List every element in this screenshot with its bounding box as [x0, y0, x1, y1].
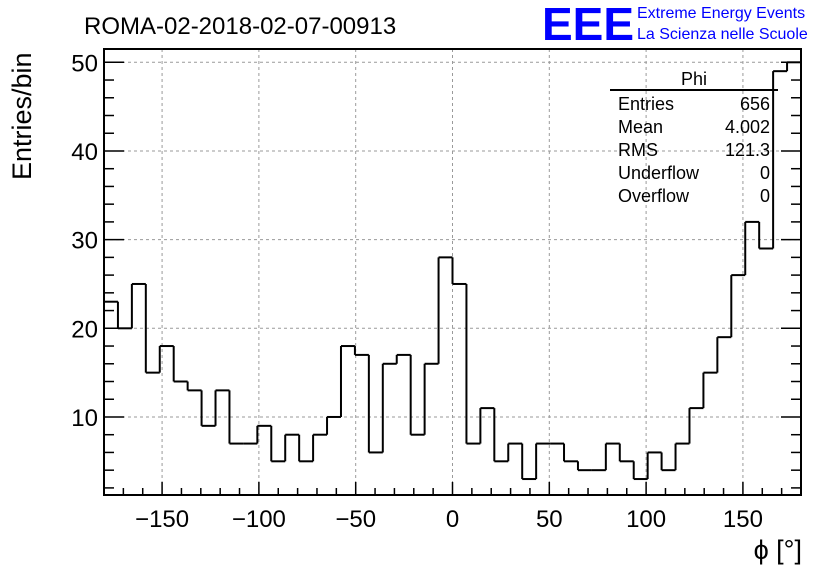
stats-value: 4.002: [725, 117, 770, 137]
x-tick-label: −50: [335, 506, 376, 533]
x-tick-labels: −150 −100 −50 0 50 100 150: [135, 506, 763, 533]
grid-lines: [104, 49, 801, 495]
stats-rows: Entries 656 Mean 4.002 RMS 121.3 Underflow 0 Ove…: [618, 94, 770, 206]
eee-logo: EEE Extreme Energy Events La Scienza nel…: [542, 0, 808, 50]
stats-label: Mean: [618, 117, 663, 137]
stats-label: Entries: [618, 94, 674, 114]
stats-label: Underflow: [618, 163, 700, 183]
stats-value: 0: [760, 163, 770, 183]
x-tick-label: 100: [626, 506, 666, 533]
y-tick-labels: 10 20 30 40 50: [71, 50, 98, 432]
y-tick-label: 20: [71, 316, 98, 343]
stats-value: 0: [760, 186, 770, 206]
stats-value: 121.3: [725, 140, 770, 160]
y-tick-label: 50: [71, 50, 98, 77]
stats-label: Overflow: [618, 186, 690, 206]
x-tick-label: −150: [135, 506, 189, 533]
stats-box: Phi Entries 656 Mean 4.002 RMS 121.3 Underflow…: [610, 69, 778, 206]
stats-value: 656: [740, 94, 770, 114]
x-tick-label: 0: [446, 506, 459, 533]
logo-line-1: Extreme Energy Events: [637, 5, 805, 22]
histogram-series: [104, 61, 801, 481]
y-tick-label: 30: [71, 228, 98, 255]
logo-mark: EEE: [542, 0, 634, 50]
axis-ticks: [104, 61, 801, 495]
stats-name: Phi: [681, 69, 707, 89]
y-tick-label: 10: [71, 405, 98, 432]
y-axis-label: Entries/bin: [7, 52, 37, 180]
x-tick-label: −100: [232, 506, 286, 533]
stats-label: RMS: [618, 140, 658, 160]
logo-line-2: La Scienza nelle Scuole: [637, 26, 808, 43]
x-tick-label: 50: [536, 506, 563, 533]
x-tick-label: 150: [723, 506, 763, 533]
y-tick-label: 40: [71, 139, 98, 166]
chart-title: ROMA-02-2018-02-07-00913: [84, 13, 396, 40]
x-axis-label: ϕ [°]: [754, 535, 802, 565]
